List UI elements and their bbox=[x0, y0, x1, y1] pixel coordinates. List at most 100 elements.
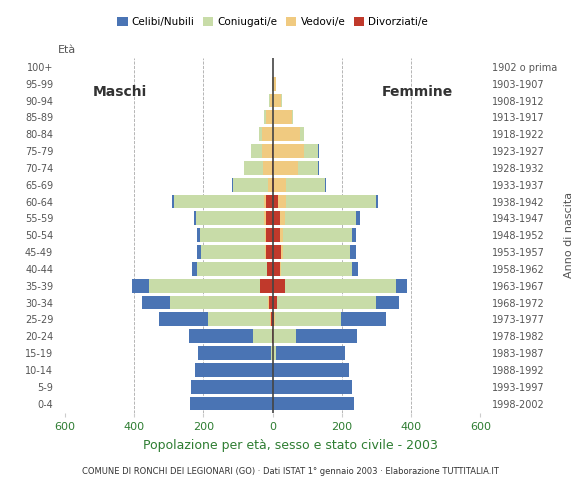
Bar bbox=[149, 279, 260, 293]
Bar bbox=[265, 245, 266, 259]
Bar bbox=[262, 144, 272, 158]
Bar bbox=[193, 262, 197, 276]
Bar bbox=[263, 161, 272, 175]
Bar bbox=[160, 312, 208, 326]
Bar bbox=[197, 228, 200, 242]
Bar bbox=[273, 396, 354, 410]
Bar bbox=[194, 212, 197, 225]
Bar bbox=[266, 228, 273, 242]
Bar bbox=[189, 329, 253, 343]
Bar bbox=[287, 194, 376, 208]
Bar bbox=[285, 212, 356, 225]
Bar bbox=[266, 212, 273, 225]
Bar bbox=[273, 77, 276, 91]
Bar bbox=[273, 363, 349, 377]
Bar bbox=[259, 127, 262, 141]
Bar bbox=[273, 262, 280, 276]
Bar bbox=[271, 178, 273, 192]
Bar bbox=[271, 346, 273, 360]
Bar bbox=[270, 312, 271, 326]
Bar bbox=[266, 245, 273, 259]
Bar bbox=[197, 212, 264, 225]
Bar bbox=[195, 363, 273, 377]
Legend: Celibi/Nubili, Coniugati/e, Vedovi/e, Divorziati/e: Celibi/Nubili, Coniugati/e, Vedovi/e, Di… bbox=[113, 13, 432, 31]
Bar bbox=[252, 144, 262, 158]
Bar bbox=[276, 346, 345, 360]
Bar bbox=[318, 161, 320, 175]
Bar bbox=[285, 279, 396, 293]
Bar bbox=[272, 77, 273, 91]
Bar bbox=[265, 228, 266, 242]
Bar bbox=[208, 312, 270, 326]
Bar bbox=[263, 194, 266, 208]
Bar bbox=[273, 127, 300, 141]
Bar bbox=[273, 178, 274, 192]
Bar bbox=[277, 296, 376, 310]
Bar bbox=[262, 127, 273, 141]
Bar bbox=[142, 296, 170, 310]
Bar bbox=[234, 178, 268, 192]
Bar bbox=[273, 212, 280, 225]
Bar bbox=[170, 296, 269, 310]
Bar bbox=[274, 178, 287, 192]
Y-axis label: Anno di nascita: Anno di nascita bbox=[564, 192, 574, 278]
Bar bbox=[244, 161, 263, 175]
Bar bbox=[376, 296, 398, 310]
Bar bbox=[191, 380, 273, 394]
Bar bbox=[269, 94, 270, 108]
Bar bbox=[281, 262, 351, 276]
Bar bbox=[341, 312, 386, 326]
Bar bbox=[292, 110, 293, 124]
Bar bbox=[198, 262, 267, 276]
Bar bbox=[273, 161, 298, 175]
Text: Popolazione per età, sesso e stato civile - 2003: Popolazione per età, sesso e stato civil… bbox=[143, 439, 437, 452]
Bar bbox=[270, 94, 273, 108]
Bar bbox=[273, 228, 280, 242]
Bar bbox=[283, 245, 350, 259]
Bar bbox=[278, 194, 287, 208]
Bar bbox=[272, 329, 273, 343]
Bar bbox=[273, 296, 277, 310]
Bar bbox=[300, 127, 304, 141]
Bar bbox=[197, 245, 201, 259]
Bar bbox=[132, 279, 149, 293]
Bar bbox=[268, 178, 271, 192]
Bar bbox=[233, 178, 234, 192]
Bar bbox=[325, 178, 327, 192]
Bar bbox=[376, 194, 378, 208]
Bar bbox=[269, 296, 273, 310]
Bar bbox=[273, 312, 274, 326]
Bar bbox=[283, 228, 352, 242]
Bar bbox=[271, 312, 273, 326]
Bar bbox=[280, 262, 281, 276]
Text: Età: Età bbox=[58, 45, 76, 55]
Bar bbox=[287, 178, 325, 192]
Bar bbox=[273, 380, 352, 394]
Bar bbox=[296, 329, 357, 343]
Bar bbox=[273, 94, 281, 108]
Bar bbox=[266, 110, 273, 124]
Bar bbox=[280, 212, 285, 225]
Bar bbox=[304, 144, 318, 158]
Bar bbox=[356, 212, 360, 225]
Bar bbox=[172, 194, 173, 208]
Bar bbox=[280, 228, 283, 242]
Bar bbox=[264, 212, 266, 225]
Bar bbox=[260, 279, 273, 293]
Bar bbox=[198, 346, 271, 360]
Bar bbox=[267, 262, 273, 276]
Bar bbox=[396, 279, 407, 293]
Bar bbox=[298, 161, 318, 175]
Bar bbox=[274, 312, 275, 326]
Bar bbox=[273, 279, 285, 293]
Bar bbox=[190, 396, 273, 410]
Bar bbox=[266, 194, 273, 208]
Bar bbox=[200, 228, 265, 242]
Text: COMUNE DI RONCHI DEI LEGIONARI (GO) · Dati ISTAT 1° gennaio 2003 · Elaborazione : COMUNE DI RONCHI DEI LEGIONARI (GO) · Da… bbox=[82, 467, 498, 476]
Text: Maschi: Maschi bbox=[93, 85, 147, 99]
Bar bbox=[201, 245, 265, 259]
Bar bbox=[350, 245, 356, 259]
Bar bbox=[281, 245, 283, 259]
Bar bbox=[273, 346, 276, 360]
Bar bbox=[275, 312, 341, 326]
